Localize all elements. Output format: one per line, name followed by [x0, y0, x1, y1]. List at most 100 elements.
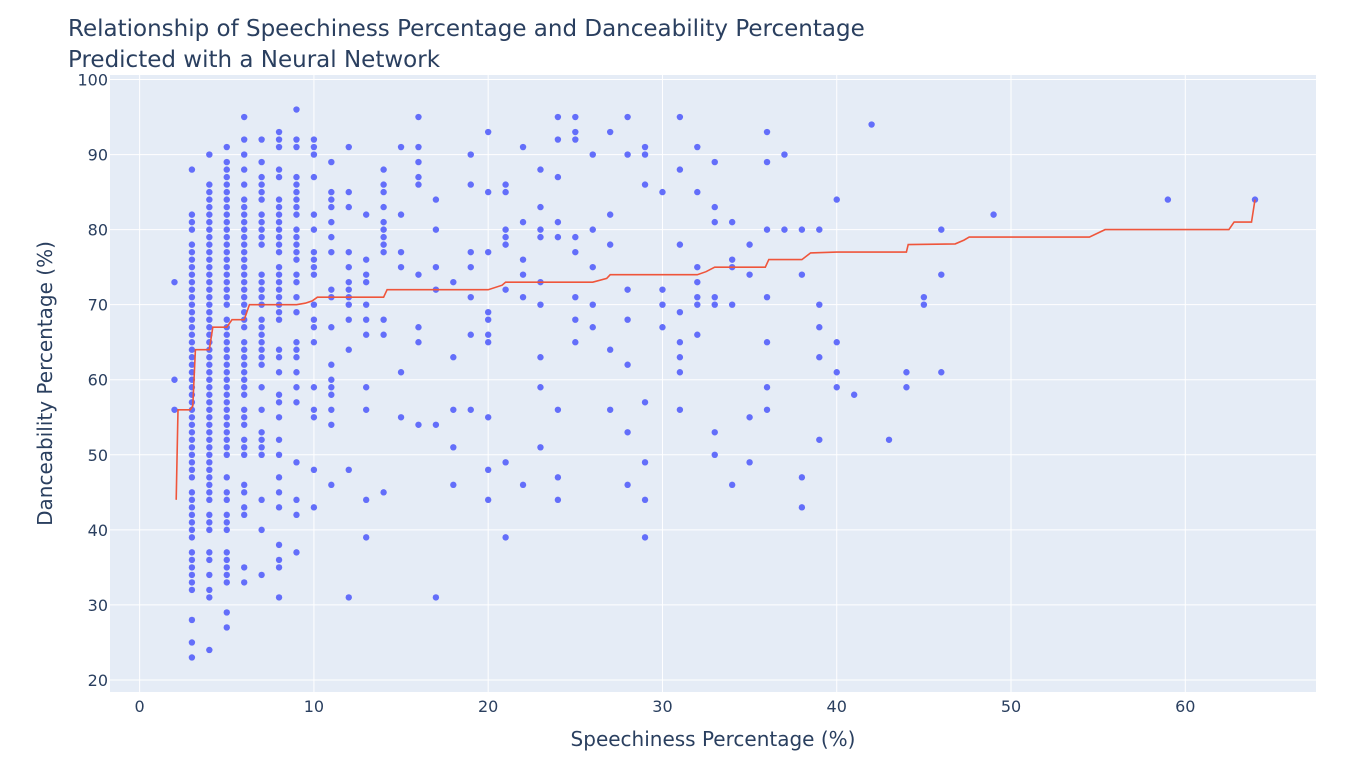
data-point: [1164, 196, 1172, 203]
data-point: [502, 188, 509, 196]
y-tick-label: 80: [88, 221, 108, 240]
data-point: [275, 541, 283, 549]
data-point: [240, 271, 248, 278]
x-axis-label: Speechiness Percentage (%): [571, 727, 856, 751]
data-point: [659, 324, 666, 331]
data-point: [188, 346, 196, 353]
data-point: [798, 474, 806, 481]
data-point: [275, 489, 283, 496]
data-point: [554, 136, 562, 143]
data-point: [624, 113, 631, 121]
data-point: [258, 188, 265, 196]
data-point: [206, 436, 213, 443]
data-point: [345, 188, 352, 196]
data-point: [484, 496, 492, 504]
data-point: [572, 128, 579, 136]
data-point: [328, 188, 335, 196]
data-point: [188, 549, 196, 556]
data-point: [833, 369, 840, 376]
y-tick-label: 100: [77, 71, 108, 90]
data-point: [711, 301, 718, 308]
data-point: [293, 226, 300, 233]
data-point: [572, 113, 579, 121]
data-point: [728, 481, 736, 489]
data-point: [206, 586, 213, 594]
data-point: [694, 331, 701, 338]
data-point: [467, 293, 474, 301]
data-point: [223, 496, 230, 504]
data-point: [240, 489, 248, 496]
data-point: [415, 324, 422, 331]
data-point: [415, 271, 422, 278]
data-point: [310, 384, 318, 391]
data-point: [258, 196, 265, 203]
data-point: [240, 421, 248, 428]
data-point: [223, 624, 230, 631]
data-point: [240, 414, 248, 421]
data-point: [676, 308, 684, 316]
data-point: [380, 218, 387, 226]
data-point: [206, 526, 213, 534]
data-point: [467, 151, 474, 158]
data-point: [223, 293, 230, 301]
data-point: [240, 226, 248, 233]
data-point: [694, 278, 701, 286]
data-point: [206, 459, 213, 466]
data-point: [258, 526, 265, 534]
data-point: [938, 226, 945, 233]
data-point: [223, 429, 230, 436]
data-point: [362, 496, 370, 504]
data-point: [397, 414, 405, 421]
data-point: [275, 211, 283, 218]
data-point: [240, 218, 248, 226]
data-point: [206, 218, 213, 226]
data-point: [781, 226, 788, 233]
data-point: [240, 136, 248, 143]
data-point: [223, 203, 230, 211]
data-point: [206, 181, 213, 188]
data-point: [206, 263, 213, 271]
data-point: [188, 354, 196, 361]
data-point: [275, 203, 283, 211]
data-point: [206, 226, 213, 233]
x-tick-label: 30: [652, 697, 672, 716]
data-point: [206, 414, 213, 421]
data-point: [554, 496, 562, 504]
data-point: [293, 278, 300, 286]
data-point: [833, 339, 840, 346]
data-point: [293, 339, 300, 346]
data-point: [763, 128, 771, 136]
data-point: [275, 136, 283, 143]
data-point: [885, 436, 893, 443]
data-point: [572, 136, 579, 143]
data-point: [188, 511, 196, 519]
data-point: [537, 166, 544, 173]
data-point: [206, 293, 213, 301]
data-point: [310, 263, 318, 271]
data-point: [641, 181, 649, 188]
data-point: [798, 226, 806, 233]
data-point: [380, 331, 387, 338]
x-tick-label: 10: [304, 697, 324, 716]
data-point: [362, 301, 370, 308]
data-point: [206, 511, 213, 519]
data-point: [171, 406, 178, 413]
data-point: [432, 594, 440, 601]
data-point: [676, 339, 684, 346]
data-point: [310, 226, 318, 233]
data-point: [206, 474, 213, 481]
data-point: [484, 414, 492, 421]
data-point: [206, 594, 213, 601]
data-point: [206, 444, 213, 451]
data-point: [641, 459, 649, 466]
data-point: [310, 136, 318, 143]
data-point: [258, 293, 265, 301]
data-point: [223, 263, 230, 271]
data-point: [781, 151, 788, 158]
data-point: [763, 226, 771, 233]
data-point: [188, 339, 196, 346]
data-point: [188, 166, 196, 173]
data-point: [240, 151, 248, 158]
data-point: [188, 324, 196, 331]
data-point: [484, 339, 492, 346]
